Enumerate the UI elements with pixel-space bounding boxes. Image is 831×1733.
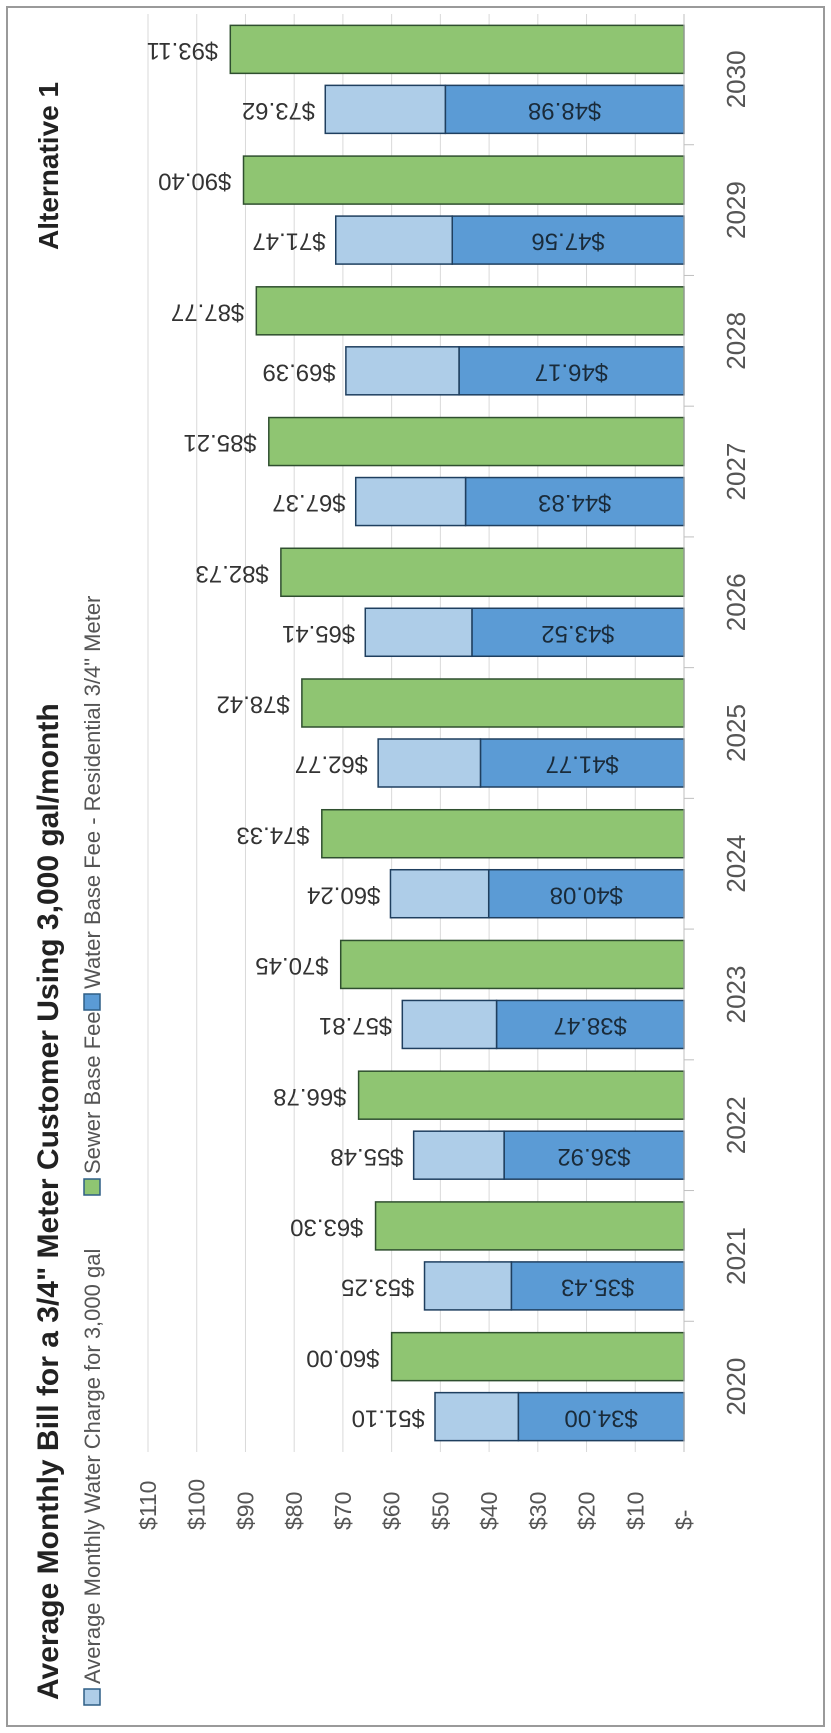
data-label-water-base: $38.47 (554, 1012, 627, 1039)
bar-sewer-base-fee (301, 678, 685, 728)
bar-water-base-fee (464, 476, 685, 527)
axis: $- $10 $20 $30 $40 $50 $60 $70 $80 $90 $100 $110 203… (135, 14, 751, 1530)
bar-sewer-base-fee (321, 808, 685, 859)
data-label-water-total: $60.24 (307, 881, 380, 908)
y-tick-label: $10 (622, 1492, 648, 1530)
data-label-sewer: $78.42 (216, 691, 289, 718)
y-tick-label: $40 (476, 1492, 502, 1530)
bars: $93.11 $48.98 $73.62 $90.40 $47.56 $71.47 $87.… (147, 24, 685, 1442)
data-label-water-total: $67.37 (272, 489, 345, 516)
bar-sewer-base-fee (374, 1201, 685, 1251)
data-label-water-total: $65.41 (282, 620, 355, 647)
data-label-water-total: $51.10 (352, 1404, 425, 1431)
data-label-sewer: $87.77 (171, 298, 244, 325)
bar-water-base-fee (479, 738, 685, 788)
bar-sewer-base-fee (255, 286, 685, 336)
data-label-sewer: $66.78 (273, 1083, 346, 1110)
data-label-water-base: $47.56 (531, 228, 604, 255)
x-category-label: 2027 (721, 443, 751, 501)
bar-water-base-fee (444, 84, 685, 135)
x-category-label: 2023 (721, 966, 751, 1024)
bar-water-charge (364, 607, 473, 658)
x-category-label: 2025 (721, 704, 751, 762)
bar-water-charge (324, 84, 447, 135)
data-label-sewer: $63.30 (290, 1214, 363, 1241)
y-tick-label: $20 (574, 1492, 600, 1530)
x-category-label: 2028 (721, 312, 751, 370)
bar-water-base-fee (487, 868, 685, 919)
legend-label-water-base-fee: Water Base Fee - Residential 3/4" Meter (80, 596, 105, 989)
data-label-sewer: $90.40 (158, 168, 231, 195)
y-tick-label: $50 (427, 1492, 453, 1530)
data-label-water-base: $43.52 (541, 620, 614, 647)
bar-sewer-base-fee (390, 1331, 685, 1382)
data-label-sewer: $74.33 (236, 821, 309, 848)
data-label-water-base: $48.98 (528, 97, 601, 124)
bar-water-charge (389, 868, 490, 919)
bar-water-base-fee (451, 215, 685, 265)
bar-sewer-base-fee (280, 547, 685, 598)
x-category-label: 2026 (721, 573, 751, 631)
data-label-water-total: $71.47 (252, 228, 325, 255)
bar-sewer-base-fee (242, 155, 685, 205)
y-tick-label: $90 (232, 1492, 258, 1530)
legend-swatch-water-charge (83, 1688, 101, 1706)
data-label-water-total: $53.25 (341, 1274, 414, 1301)
x-category-label: 2030 (721, 50, 751, 108)
x-category-label: 2024 (721, 835, 751, 893)
data-label-water-base: $36.92 (557, 1143, 630, 1170)
legend: Average Monthly Water Charge for 3,000 g… (80, 596, 105, 1706)
data-label-water-base: $40.08 (550, 881, 623, 908)
bar-water-charge (423, 1261, 513, 1311)
data-label-sewer: $70.45 (255, 952, 328, 979)
chart-title: Average Monthly Bill for a 3/4" Meter Cu… (32, 703, 65, 1700)
y-tick-label: $80 (281, 1492, 307, 1530)
bar-water-charge (354, 476, 467, 527)
legend-label-water-charge: Average Monthly Water Charge for 3,000 g… (80, 1249, 105, 1684)
data-label-water-base: $44.83 (538, 489, 611, 516)
data-label-water-total: $69.39 (262, 358, 335, 385)
x-category-label: 2022 (721, 1096, 751, 1154)
data-label-sewer: $60.00 (306, 1344, 379, 1371)
bar-water-charge (401, 999, 498, 1050)
data-label-water-total: $62.77 (295, 751, 368, 778)
data-label-sewer: $93.11 (147, 37, 219, 64)
y-tick-label: $100 (184, 1479, 210, 1530)
bar-sewer-base-fee (339, 939, 685, 990)
legend-label-sewer-base-fee: Sewer Base Fee (80, 1011, 105, 1174)
data-label-sewer: $85.21 (183, 429, 256, 456)
y-tick-label: $60 (379, 1492, 405, 1530)
bar-water-base-fee (458, 346, 685, 396)
bar-water-charge (345, 346, 460, 396)
bar-sewer-base-fee (229, 24, 685, 75)
chart-subtitle: Alternative 1 (33, 82, 64, 250)
bar-water-charge (334, 215, 454, 265)
y-tick-label: $30 (525, 1492, 551, 1530)
bar-water-charge (412, 1130, 505, 1180)
y-tick-label: $70 (330, 1492, 356, 1530)
data-label-water-base: $41.77 (546, 751, 619, 778)
bar-sewer-base-fee (268, 416, 685, 467)
bar-water-charge (377, 738, 482, 788)
data-label-water-total: $55.48 (330, 1143, 403, 1170)
x-category-label: 2021 (721, 1227, 751, 1285)
bar-water-base-fee (517, 1391, 685, 1442)
bar-water-charge (434, 1391, 520, 1442)
y-tick-label: $110 (135, 1481, 161, 1530)
x-category-label: 2020 (721, 1358, 751, 1416)
y-tick-label: $- (671, 1510, 697, 1530)
data-label-water-base: $35.43 (561, 1274, 634, 1301)
legend-swatch-water-base-fee (83, 993, 101, 1011)
x-category-label: 2029 (721, 181, 751, 239)
legend-swatch-sewer-base-fee (83, 1178, 101, 1196)
data-label-water-total: $73.62 (242, 97, 315, 124)
bar-sewer-base-fee (357, 1070, 685, 1120)
data-label-water-base: $46.17 (535, 358, 608, 385)
data-label-water-total: $57.81 (319, 1012, 392, 1039)
data-label-water-base: $34.00 (564, 1404, 637, 1431)
data-label-sewer: $82.73 (195, 560, 268, 587)
